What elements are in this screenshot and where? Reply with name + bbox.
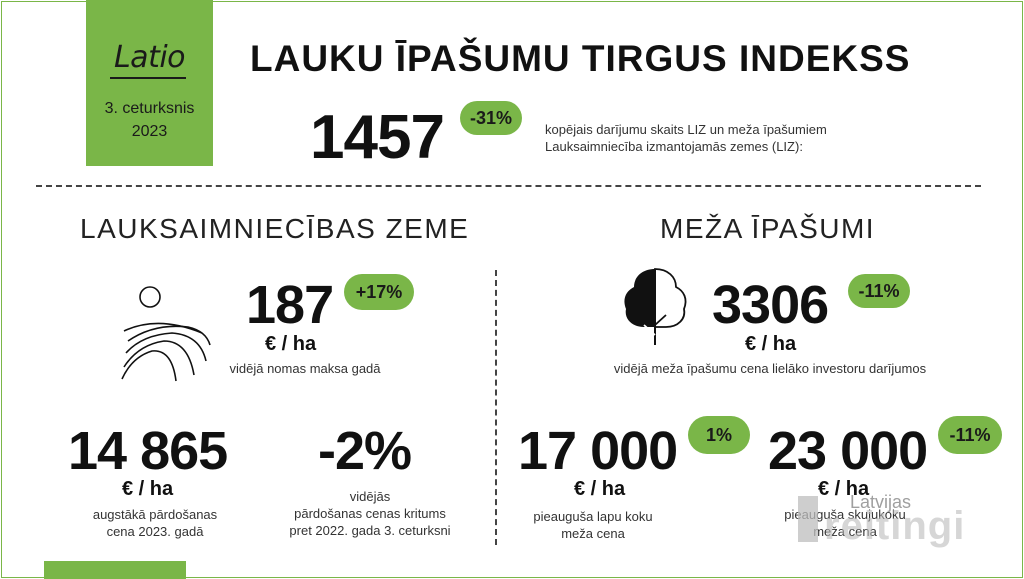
forest-conifer-change-badge: -11% — [938, 416, 1002, 454]
forest-deciduous-unit: € / ha — [574, 478, 626, 500]
tree-icon — [624, 268, 687, 345]
watermark: Latvijas reitingi — [798, 486, 1004, 548]
agri-avg-change-value: -2% — [318, 421, 412, 481]
watermark-square-icon — [798, 496, 818, 542]
bottom-accent-bar — [44, 561, 186, 579]
total-deals-desc-line1: kopējais darījumu skaits LIZ un meža īpa… — [545, 122, 827, 137]
forest-conifer-caption-line2: meža cena — [813, 524, 877, 539]
field-illustration — [121, 286, 211, 382]
forest-price-change-badge: -11% — [848, 274, 910, 308]
logo-underline — [110, 77, 186, 79]
vertical-divider — [495, 270, 497, 545]
page-title: LAUKU ĪPAŠUMU TIRGUS INDEKSS — [250, 38, 911, 79]
total-deals-description: kopējais darījumu skaits LIZ un meža īpa… — [545, 121, 827, 155]
forest-deciduous-change-badge: 1% — [688, 416, 750, 454]
total-deals-change-badge: -31% — [460, 101, 522, 135]
agri-rent-caption: vidējā nomas maksa gadā — [229, 361, 381, 376]
field-icon — [121, 322, 211, 382]
forest-deciduous-caption-line1: pieauguša lapu koku — [533, 509, 653, 524]
forest-deciduous-caption-line2: meža cena — [561, 526, 625, 541]
agri-top-price-caption-line1: augstākā pārdošanas — [92, 507, 218, 522]
total-deals-value: 1457 — [310, 103, 445, 172]
logo-panel: Latio 3. ceturksnis 2023 — [86, 0, 213, 166]
agri-rent-change-badge: +17% — [344, 274, 414, 310]
agri-avg-change-caption-line2: pārdošanas cenas kritums — [294, 506, 446, 521]
period-quarter: 3. ceturksnis — [104, 100, 195, 117]
sun-icon — [139, 286, 161, 308]
horizontal-divider — [36, 185, 981, 187]
forest-price-value: 3306 — [712, 275, 829, 335]
watermark-big-text: reitingi — [824, 504, 966, 548]
forest-price-caption: vidējā meža īpašumu cena lielāko investo… — [613, 361, 927, 376]
agri-rent-value: 187 — [246, 275, 334, 335]
period-year: 2023 — [131, 123, 168, 140]
total-deals-desc-line2: Lauksaimniecība izmantojamās zemes (LIZ)… — [545, 139, 803, 154]
forest-price-unit: € / ha — [745, 333, 797, 355]
watermark-small-text: Latvijas — [850, 492, 912, 512]
forest-deciduous-caption: pieauguša lapu koku meža cena — [520, 508, 666, 542]
agri-avg-change-caption: vidējās pārdošanas cenas kritums pret 20… — [270, 488, 470, 539]
brand-logo: Latio — [113, 40, 186, 75]
agri-rent-unit: € / ha — [265, 333, 317, 355]
agri-avg-change-caption-line3: pret 2022. gada 3. ceturksni — [289, 523, 451, 538]
forest-conifer-value: 23 000 — [768, 421, 928, 481]
agri-top-price-unit: € / ha — [122, 478, 174, 500]
agri-top-price-value: 14 865 — [68, 421, 228, 481]
forest-conifer-unit: € / ha — [818, 478, 870, 500]
forest-deciduous-value: 17 000 — [518, 421, 678, 481]
agri-section-title: LAUKSAIMNIECĪBAS ZEME — [80, 213, 470, 244]
agri-top-price-caption: augstākā pārdošanas cena 2023. gadā — [70, 506, 240, 540]
agri-avg-change-caption-line1: vidējās — [349, 489, 391, 504]
forest-section-title: MEŽA ĪPAŠUMI — [660, 213, 876, 244]
agri-top-price-caption-line2: cena 2023. gadā — [106, 524, 204, 539]
